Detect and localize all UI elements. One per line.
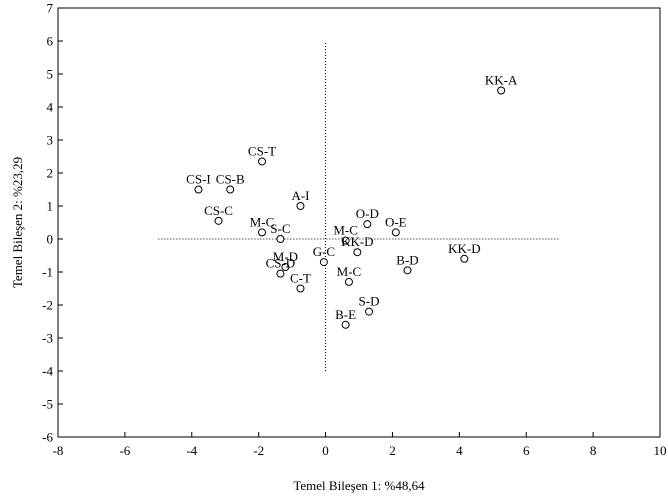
data-point-label: S-D [359, 294, 380, 309]
data-point [365, 307, 374, 316]
y-tick-label: -6 [42, 430, 53, 445]
data-point-label: CS-B [216, 172, 245, 187]
data-point-label: KK-A [485, 73, 518, 88]
data-point-label: A-I [291, 188, 309, 203]
y-tick-label: -3 [42, 331, 53, 346]
y-tick-label: 6 [47, 34, 54, 49]
data-point-label: KK-D [341, 234, 374, 249]
data-point [281, 263, 290, 272]
x-tick-label: -6 [119, 443, 130, 458]
y-tick-label: 7 [47, 1, 54, 16]
data-points: KK-ACS-TCS-I CS-BCS-CA-IM-CS-CO-DO-EM-CKK… [186, 73, 518, 329]
x-tick-label: 6 [523, 443, 530, 458]
data-point-label: M-C [333, 223, 358, 238]
data-point [363, 220, 372, 229]
data-point [403, 266, 412, 275]
data-point-label: M-D [273, 249, 298, 264]
data-point-label: KK-D [448, 241, 481, 256]
y-axis-title: Temel Bileşen 2: %23,29 [10, 157, 25, 288]
data-point-label: O-D [356, 206, 379, 221]
data-point [460, 254, 469, 263]
x-axis-title: Temel Bileşen 1: %48,64 [293, 478, 425, 493]
data-point-label: O-E [385, 214, 407, 229]
data-point-label: CS-D [266, 256, 296, 271]
data-point [319, 258, 328, 267]
data-point [391, 228, 400, 237]
data-point-label: CS-T [248, 143, 276, 158]
data-point-label: M-C [337, 264, 362, 279]
data-point [214, 216, 223, 225]
data-point-label: CS-I [186, 172, 211, 187]
y-tick-label: 2 [47, 166, 54, 181]
reference-lines [158, 41, 560, 371]
y-tick-label: 5 [47, 67, 54, 82]
data-point-label: S-C [270, 221, 290, 236]
data-point [296, 202, 305, 210]
data-point [276, 269, 285, 278]
data-point-label: C-T [290, 271, 311, 286]
x-tick-label: -4 [186, 443, 197, 458]
data-point [226, 185, 235, 194]
data-point [276, 235, 285, 243]
data-point [341, 236, 350, 245]
x-tick-label: 0 [322, 443, 329, 458]
y-tick-label: -4 [42, 364, 53, 379]
data-point [341, 320, 350, 329]
y-tick-label: 4 [47, 100, 54, 115]
x-tick-label: 10 [654, 443, 667, 458]
data-point-label: G-C [313, 244, 335, 259]
x-tick-label: 2 [389, 443, 396, 458]
data-point [258, 157, 267, 166]
x-tick-label: -2 [253, 443, 264, 458]
y-tick-label: -2 [42, 298, 53, 313]
data-point [296, 284, 305, 293]
data-point-label: B-E [335, 307, 356, 322]
y-tick-label: 3 [47, 133, 54, 148]
x-tick-label: -8 [53, 443, 64, 458]
data-point [497, 86, 506, 95]
data-point [353, 248, 362, 257]
data-point [194, 185, 203, 194]
y-tick-label: 0 [47, 232, 54, 247]
data-point [258, 228, 267, 237]
data-point-label: CS-C [204, 203, 233, 218]
data-point-label: M-C [250, 214, 275, 229]
y-tick-label: -1 [42, 265, 53, 280]
plot-border [57, 7, 661, 438]
plot-frame [57, 7, 661, 438]
y-tick-label: -5 [42, 397, 53, 412]
x-tick-label: 8 [590, 443, 597, 458]
data-point-label: B-D [396, 252, 418, 267]
x-tick-label: 4 [456, 443, 463, 458]
data-point [344, 277, 353, 286]
y-tick-label: 1 [47, 199, 54, 214]
